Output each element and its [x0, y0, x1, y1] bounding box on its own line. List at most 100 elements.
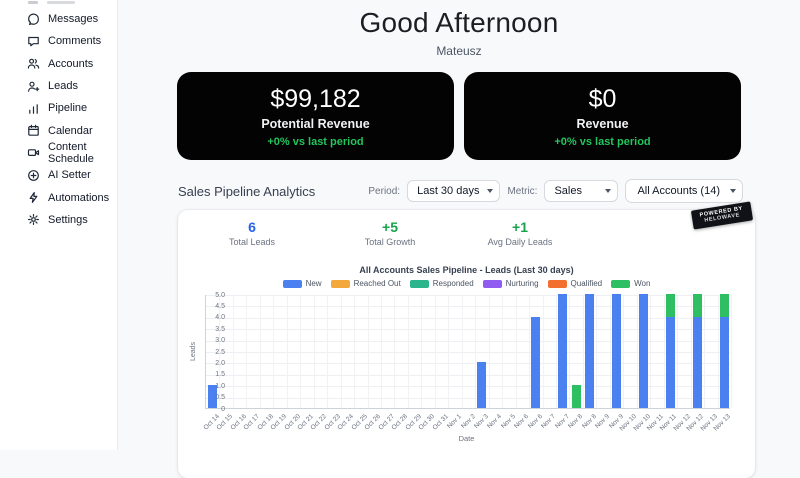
- gridline: [596, 295, 598, 408]
- gridline: [219, 295, 221, 408]
- gridline: [206, 295, 730, 296]
- bar-new: [719, 316, 729, 408]
- gridline: [367, 295, 369, 408]
- stat-total-growth: +5 Total Growth: [330, 219, 450, 247]
- y-tick-label: 3.0: [215, 337, 225, 345]
- chart-plot[interactable]: [205, 294, 732, 409]
- y-axis-title: Leads: [190, 341, 198, 362]
- gridline: [286, 295, 288, 408]
- bar-new: [558, 294, 568, 408]
- sidebar-item-label: AI Setter: [48, 169, 91, 182]
- stat-value: 6: [248, 219, 256, 235]
- clipped-icon: [28, 1, 38, 4]
- calendar-icon: [28, 124, 39, 136]
- x-tick-label: Nov 8: [580, 413, 598, 430]
- stat-avg-daily-leads: +1 Avg Daily Leads: [460, 219, 580, 247]
- lightning-icon: [29, 192, 38, 204]
- sidebar-item-calendar[interactable]: Calendar: [0, 119, 117, 141]
- gridline: [340, 295, 342, 408]
- legend-item[interactable]: New: [282, 279, 322, 288]
- sidebar-item-messages[interactable]: Messages: [0, 8, 117, 30]
- sidebar-item-label: Settings: [48, 213, 88, 226]
- gridline: [515, 295, 517, 408]
- potential-revenue-delta: +0% vs last period: [267, 136, 364, 148]
- gridline: [407, 295, 409, 408]
- gridline: [300, 295, 302, 408]
- bar-won: [571, 385, 581, 408]
- gridline: [502, 295, 504, 408]
- gridline: [394, 295, 396, 408]
- gridline: [206, 329, 730, 331]
- revenue-label: Revenue: [576, 117, 629, 131]
- y-tick-label: 0: [221, 405, 225, 413]
- bar-new: [692, 316, 702, 408]
- sidebar-item-pipeline[interactable]: Pipeline: [0, 97, 117, 119]
- legend-item[interactable]: Won: [611, 279, 650, 288]
- gridline: [206, 306, 730, 308]
- legend-item[interactable]: Reached Out: [330, 279, 401, 288]
- video-camera-icon: [27, 149, 40, 157]
- sidebar-item-accounts[interactable]: Accounts: [0, 53, 117, 75]
- potential-revenue-value: $99,182: [270, 85, 361, 113]
- legend-swatch-icon: [409, 279, 429, 288]
- x-tick-label: Nov 2: [459, 413, 477, 430]
- legend-item[interactable]: Qualified: [547, 279, 603, 288]
- x-tick-label: Nov 7: [553, 413, 571, 430]
- sidebar-item-ai-setter[interactable]: AI Setter: [0, 164, 117, 186]
- sidebar-item-partial[interactable]: [0, 0, 117, 5]
- accounts-value: All Accounts (14): [637, 185, 720, 197]
- accounts-select[interactable]: All Accounts (14): [625, 179, 743, 203]
- legend-label: Qualified: [570, 279, 603, 288]
- sidebar-item-settings[interactable]: Settings: [0, 209, 117, 231]
- gridline: [434, 295, 436, 408]
- x-tick-label: Nov 7: [540, 413, 558, 430]
- legend-swatch-icon: [611, 279, 631, 288]
- gridline: [636, 295, 638, 408]
- x-tick-label: Nov 4: [486, 413, 504, 430]
- gridline: [206, 352, 730, 353]
- gridline: [529, 295, 531, 408]
- y-tick-label: 4.0: [215, 314, 225, 322]
- x-tick-label: Nov 6: [513, 413, 531, 430]
- bar-new: [208, 385, 218, 408]
- sidebar-item-content-schedule[interactable]: Content Schedule: [0, 140, 117, 165]
- sidebar-item-comments[interactable]: Comments: [0, 30, 117, 52]
- gridline: [206, 317, 730, 319]
- sidebar-item-label: Comments: [48, 35, 102, 48]
- gridline: [273, 295, 275, 408]
- gear-icon: [28, 214, 39, 226]
- y-tick-label: 2.5: [215, 348, 225, 356]
- legend-item[interactable]: Nurturing: [482, 279, 539, 288]
- gridline: [690, 295, 692, 408]
- sidebar-item-label: Messages: [48, 13, 99, 26]
- period-select[interactable]: Last 30 days: [407, 180, 501, 202]
- sidebar-item-automations[interactable]: Automations: [0, 186, 117, 208]
- gridline: [717, 295, 719, 408]
- legend-item[interactable]: Responded: [409, 279, 474, 288]
- bar-new: [531, 316, 541, 408]
- bar-new: [477, 362, 487, 408]
- stat-label: Avg Daily Leads: [487, 237, 553, 247]
- gridline: [461, 295, 463, 408]
- metric-select[interactable]: Sales: [544, 180, 619, 202]
- gridline: [206, 386, 730, 388]
- analytics-card: POWERED BY HELOWAVE 6 Total Leads +5 Tot…: [178, 201, 755, 478]
- gridline: [677, 295, 679, 408]
- x-tick-label: Nov 1: [446, 413, 463, 430]
- sidebar-item-label: Accounts: [48, 57, 94, 70]
- revenue-delta: +0% vs last period: [554, 136, 651, 148]
- kpi-cards-row: $99,182 Potential Revenue +0% vs last pe…: [118, 72, 800, 160]
- bar-new: [612, 294, 622, 408]
- y-tick-label: 0.5: [215, 394, 225, 402]
- sidebar-item-leads[interactable]: Leads: [0, 75, 117, 97]
- period-label: Period:: [368, 185, 401, 197]
- potential-revenue-card: $99,182 Potential Revenue +0% vs last pe…: [177, 72, 454, 160]
- revenue-card: $0 Revenue +0% vs last period: [464, 72, 741, 160]
- gridline: [650, 295, 652, 408]
- gridline: [623, 295, 625, 408]
- clipped-label: [47, 1, 75, 4]
- ai-circle-icon: [28, 169, 39, 181]
- gridline: [232, 295, 234, 408]
- gridline: [354, 295, 356, 408]
- sidebar-item-label: Content Schedule: [48, 140, 94, 165]
